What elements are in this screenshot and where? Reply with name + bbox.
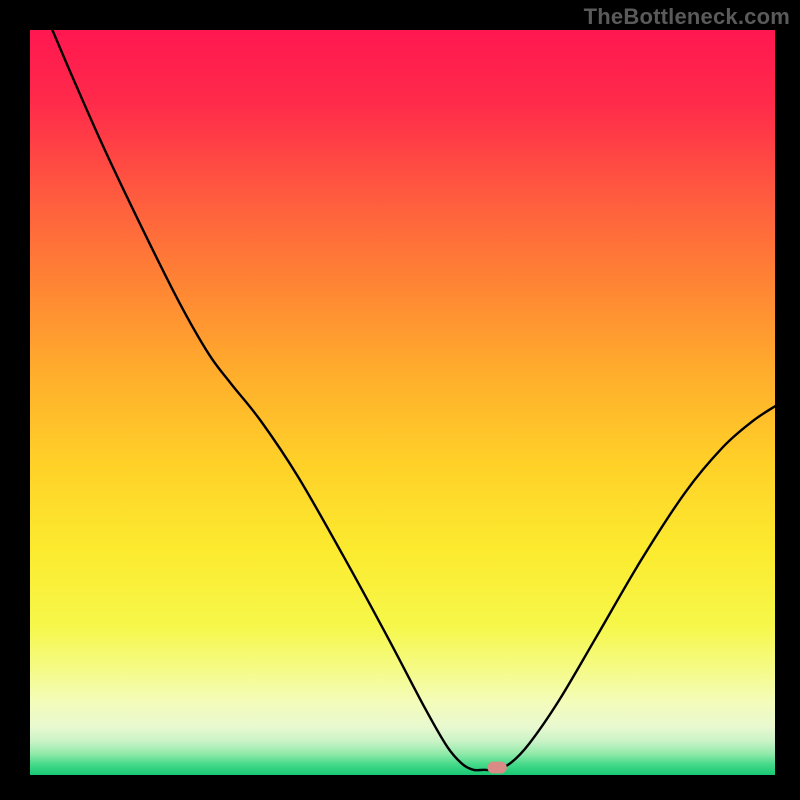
watermark-text: TheBottleneck.com [584, 4, 790, 30]
minimum-marker [487, 762, 506, 774]
chart-stage: TheBottleneck.com [0, 0, 800, 800]
bottleneck-curve [52, 30, 775, 770]
curve-layer [30, 30, 775, 775]
plot-area [30, 30, 775, 775]
